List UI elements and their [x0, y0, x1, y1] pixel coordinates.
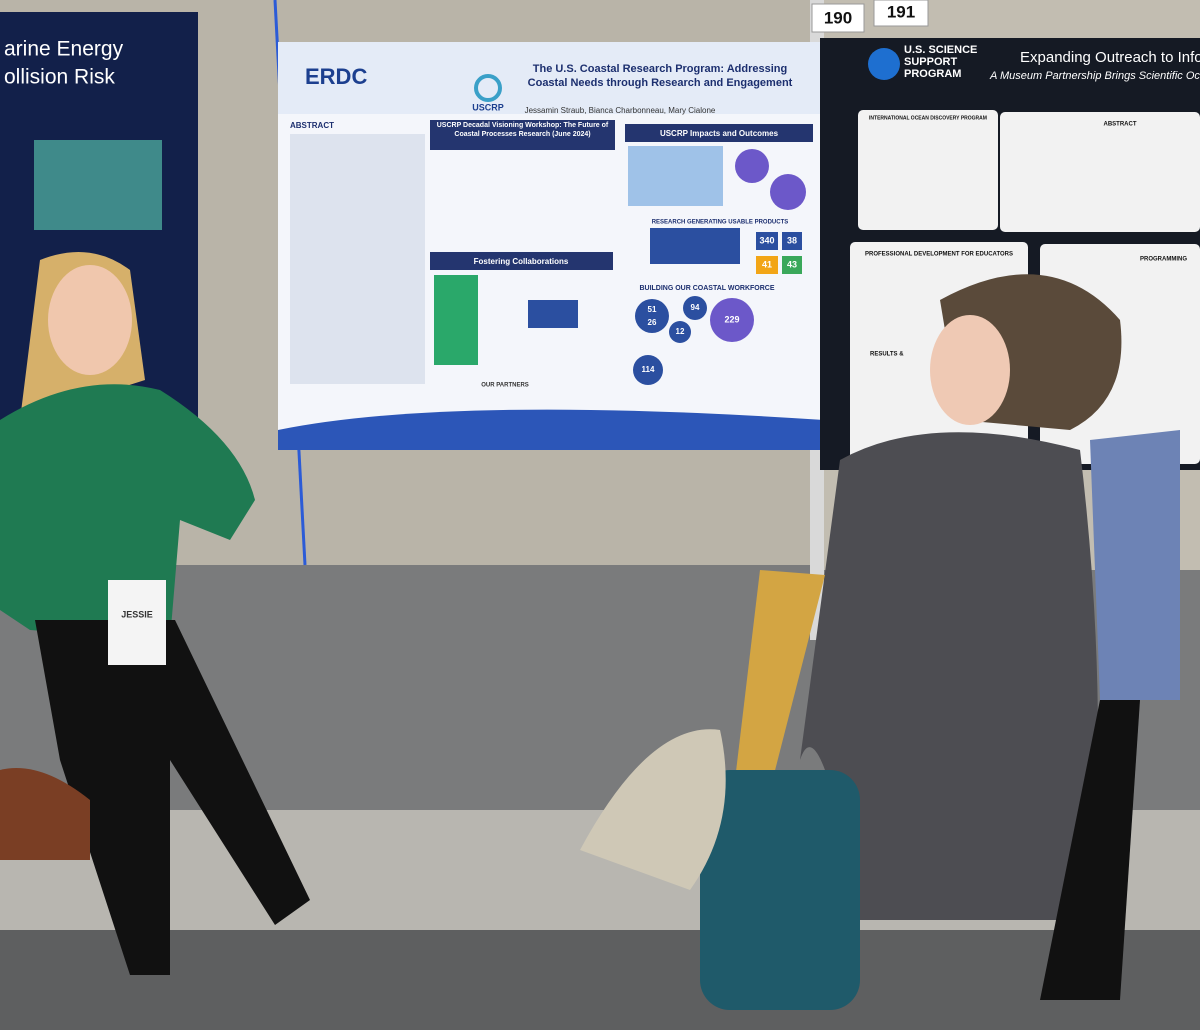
poster-authors: Jessamin Straub, Bianca Charbonneau, Mar…	[525, 106, 716, 115]
pie-figure	[770, 174, 806, 210]
stat-tile	[756, 256, 778, 274]
stat: 12	[676, 327, 685, 336]
badge	[108, 580, 166, 665]
bar-figure	[650, 228, 740, 264]
board-number-tag	[811, 3, 865, 33]
collab-figure	[434, 275, 478, 365]
board-number: 191	[887, 2, 915, 21]
section-heading: RESEARCH GENERATING USABLE PRODUCTS	[652, 220, 789, 226]
stat-tile	[756, 232, 778, 250]
stat-tile	[782, 256, 802, 274]
panel-heading: INTERNATIONAL OCEAN DISCOVERY PROGRAM	[869, 115, 987, 121]
abstract-heading: ABSTRACT	[290, 121, 334, 130]
pie-figure	[735, 149, 769, 183]
map-figure	[628, 146, 723, 206]
section-heading: Fostering Collaborations	[474, 257, 569, 266]
stat: 51	[648, 305, 657, 314]
section-bar	[430, 252, 613, 270]
left-poster-title: arine Energy	[4, 38, 124, 61]
stat-circle	[669, 321, 691, 343]
blue-jacket	[1090, 430, 1180, 700]
stat: 229	[724, 314, 739, 324]
section-bar	[625, 124, 813, 142]
stat-circle	[633, 355, 663, 385]
poster-footer-wave	[278, 409, 824, 450]
stat-tile	[782, 232, 802, 250]
logo-erdc: ERDC	[305, 64, 367, 89]
panel-heading: PROGRAMMING	[1140, 257, 1187, 263]
section-box: USCRP Decadal Visioning Workshop: The Fu…	[436, 122, 609, 138]
board-number: 190	[824, 8, 852, 27]
partners-heading: OUR PARTNERS	[481, 383, 529, 389]
stat: 340	[759, 235, 774, 245]
section-heading: USCRP Impacts and Outcomes	[660, 129, 779, 138]
handbag	[0, 768, 90, 860]
panel-heading: ABSTRACT	[1104, 122, 1137, 128]
stat: 26	[648, 318, 657, 327]
program-name: U.S. SCIENCE SUPPORT PROGRAM	[904, 44, 978, 80]
section-bar	[430, 120, 615, 150]
stat-circle	[635, 299, 669, 333]
stat: 38	[787, 235, 797, 245]
stat: 114	[642, 365, 655, 374]
panel-heading: RESULTS &	[870, 352, 904, 358]
jacket-on-floor	[580, 729, 726, 890]
right-poster-title: Expanding Outreach to Infor	[1020, 49, 1200, 66]
green-top	[0, 384, 255, 640]
stat: 41	[762, 259, 772, 269]
bar-figure	[528, 300, 578, 328]
stat-circle	[683, 296, 707, 320]
logo-uscrp: USCRP	[472, 102, 504, 112]
face	[930, 315, 1010, 425]
face	[48, 265, 132, 375]
text-panel	[858, 110, 998, 230]
right-poster-subtitle: A Museum Partnership Brings Scientific O…	[989, 70, 1200, 82]
left-poster-figure	[34, 140, 162, 230]
badge-name: JESSIE	[121, 609, 153, 619]
poster-title: The U.S. Coastal Research Program: Addre…	[527, 63, 793, 89]
uscrp-logo	[474, 74, 502, 102]
ussp-logo	[868, 48, 900, 80]
backpack	[700, 770, 860, 1010]
board-number-tag	[873, 0, 929, 27]
panel-heading: PROFESSIONAL DEVELOPMENT FOR EDUCATORS	[865, 252, 1013, 258]
stat: 43	[787, 259, 797, 269]
text-panel	[1000, 112, 1200, 232]
cardigan	[800, 432, 1098, 920]
poster-title-box: The U.S. Coastal Research Program: Addre…	[527, 63, 793, 89]
left-poster-title: ollision Risk	[4, 66, 115, 89]
stat-circle	[710, 298, 754, 342]
abstract-text	[290, 134, 425, 384]
program-box: U.S. SCIENCE SUPPORT PROGRAM	[904, 44, 978, 80]
trousers	[35, 620, 310, 975]
carpet-near	[0, 930, 1200, 1030]
trousers	[1040, 700, 1140, 1000]
poster-header	[278, 42, 824, 114]
section-heading: USCRP Decadal Visioning Workshop: The Fu…	[436, 122, 609, 138]
stat: 94	[691, 303, 700, 312]
poster-tube	[735, 570, 825, 790]
section-heading: BUILDING OUR COASTAL WORKFORCE	[639, 285, 774, 292]
